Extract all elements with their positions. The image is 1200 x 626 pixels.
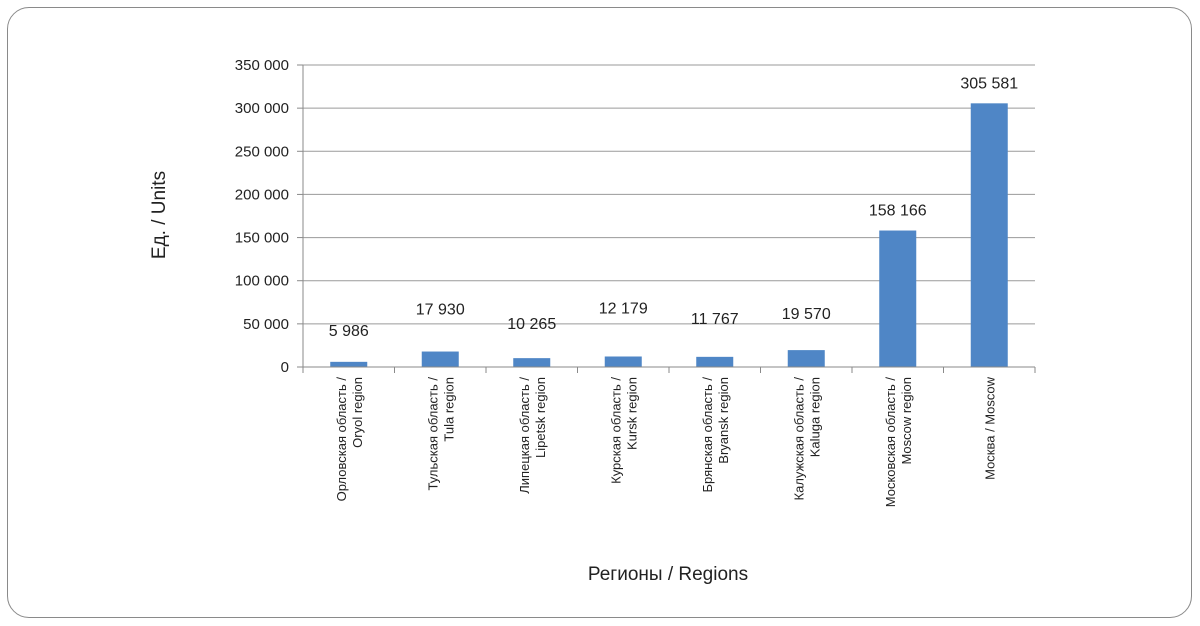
x-tick-label: Тульская область / [425, 377, 440, 491]
data-label: 305 581 [960, 75, 1018, 92]
y-axis-ticks: 0 50 000 100 000 150 000 200 000 250 000 300 0… [235, 57, 303, 376]
bar [787, 350, 825, 367]
data-label: 17 930 [416, 302, 465, 319]
gridlines [303, 64, 1035, 325]
data-label: 19 570 [782, 306, 831, 323]
y-tick-label: 250 000 [235, 143, 289, 160]
x-tick-label: Московская область / [883, 377, 898, 508]
y-tick-label: 0 [281, 359, 289, 376]
x-tick-label: Kaluga region [807, 377, 822, 457]
x-axis-title: Регионы / Regions [588, 564, 748, 585]
axes [302, 65, 1036, 373]
x-tick-label: Москва / Moscow [982, 376, 997, 480]
y-tick-label: 350 000 [235, 57, 289, 74]
data-label: 12 179 [599, 300, 648, 317]
x-tick-label: Брянская область / [700, 377, 715, 493]
y-axis-title: Ед. / Units [149, 171, 170, 259]
category-labels: Орловская область / Oryol region Тульская … [334, 376, 998, 507]
data-label: 158 166 [869, 203, 927, 220]
bar [513, 358, 551, 367]
x-tick-label: Kursk region [624, 377, 639, 450]
x-tick-label: Moscow region [899, 377, 914, 464]
y-tick-label: 100 000 [235, 273, 289, 290]
x-tick-label: Bryansk region [716, 377, 731, 464]
x-tick-label: Tula region [441, 377, 456, 442]
y-tick-label: 300 000 [235, 100, 289, 117]
x-tick-label: Курская область / [608, 377, 623, 484]
y-tick-label: 150 000 [235, 230, 289, 247]
x-tick-label: Lipetsk region [533, 377, 548, 458]
bar [970, 103, 1008, 368]
data-labels: 5 986 17 930 10 265 12 179 11 767 19 570 158 1… [329, 75, 1019, 340]
x-tick-label: Oryol region [350, 377, 365, 448]
y-tick-label: 50 000 [243, 316, 289, 333]
bars [330, 103, 1008, 368]
data-label: 5 986 [329, 323, 369, 340]
data-label: 11 767 [691, 311, 739, 328]
y-tick-label: 200 000 [235, 186, 289, 203]
bar [421, 351, 459, 367]
data-label: 10 265 [507, 316, 556, 333]
x-tick-label: Орловская область / [334, 377, 349, 502]
bar [604, 356, 642, 367]
bar [330, 361, 368, 367]
bar [879, 230, 917, 367]
bar [696, 356, 734, 367]
x-tick-label: Калужская область / [791, 377, 806, 501]
x-tick-label: Липецкая область / [517, 377, 532, 494]
